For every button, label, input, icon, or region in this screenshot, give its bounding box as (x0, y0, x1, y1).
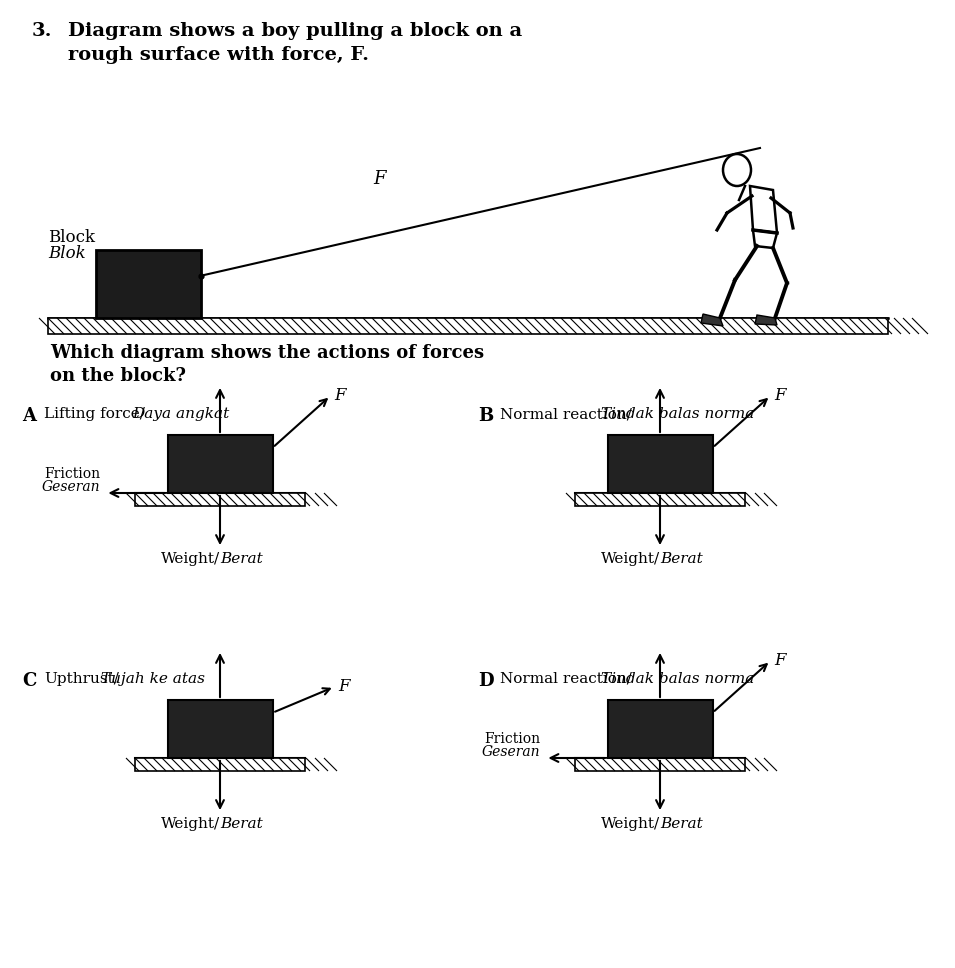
Text: Friction: Friction (484, 732, 541, 746)
Text: Weight/: Weight/ (160, 552, 220, 566)
Text: C: C (22, 672, 36, 690)
Text: F: F (775, 652, 786, 669)
Text: Weight/: Weight/ (601, 552, 660, 566)
Text: Berat: Berat (660, 817, 703, 831)
Bar (135, 758, 305, 771)
Text: B: B (478, 407, 493, 425)
Text: Blok: Blok (48, 245, 86, 262)
Text: Diagram shows a boy pulling a block on a: Diagram shows a boy pulling a block on a (68, 22, 522, 40)
Bar (48, 318, 888, 334)
Text: Friction: Friction (44, 467, 100, 481)
Ellipse shape (723, 154, 751, 186)
Bar (575, 493, 745, 506)
Bar (607, 435, 712, 493)
Bar (607, 700, 712, 758)
Bar (575, 758, 745, 771)
Text: A: A (22, 407, 36, 425)
Text: 3.: 3. (32, 22, 53, 40)
Bar (167, 435, 272, 493)
Polygon shape (750, 186, 777, 233)
Bar (167, 700, 272, 758)
Polygon shape (701, 314, 723, 326)
Text: Tujah ke atas: Tujah ke atas (100, 672, 204, 686)
Polygon shape (755, 315, 777, 325)
Text: F: F (373, 170, 386, 188)
Text: rough surface with force, F.: rough surface with force, F. (68, 46, 369, 64)
Text: D: D (478, 672, 494, 690)
Text: Tindak balas norma: Tindak balas norma (601, 407, 754, 421)
Text: Geseran: Geseran (482, 745, 541, 759)
Text: Block: Block (48, 229, 95, 246)
Text: F: F (334, 387, 346, 405)
Text: on the block?: on the block? (50, 367, 186, 385)
Text: Weight/: Weight/ (160, 817, 220, 831)
Text: Tindak balas norma: Tindak balas norma (601, 672, 754, 686)
Text: Which diagram shows the actions of forces: Which diagram shows the actions of force… (50, 344, 484, 362)
Text: Normal reaction/: Normal reaction/ (500, 672, 632, 686)
Text: Geseran: Geseran (42, 480, 100, 494)
Bar (135, 493, 305, 506)
Text: Daya angkat: Daya angkat (132, 407, 229, 421)
Text: F: F (775, 387, 786, 405)
Text: Berat: Berat (660, 552, 703, 566)
Text: Berat: Berat (220, 552, 263, 566)
Text: Upthrust/: Upthrust/ (44, 672, 118, 686)
Text: Weight/: Weight/ (601, 817, 660, 831)
Text: F: F (338, 679, 350, 695)
Text: Berat: Berat (220, 817, 263, 831)
Polygon shape (753, 230, 777, 248)
Text: Normal reaction/: Normal reaction/ (500, 407, 632, 421)
Text: Lifting force/: Lifting force/ (44, 407, 145, 421)
Bar (96, 250, 201, 318)
